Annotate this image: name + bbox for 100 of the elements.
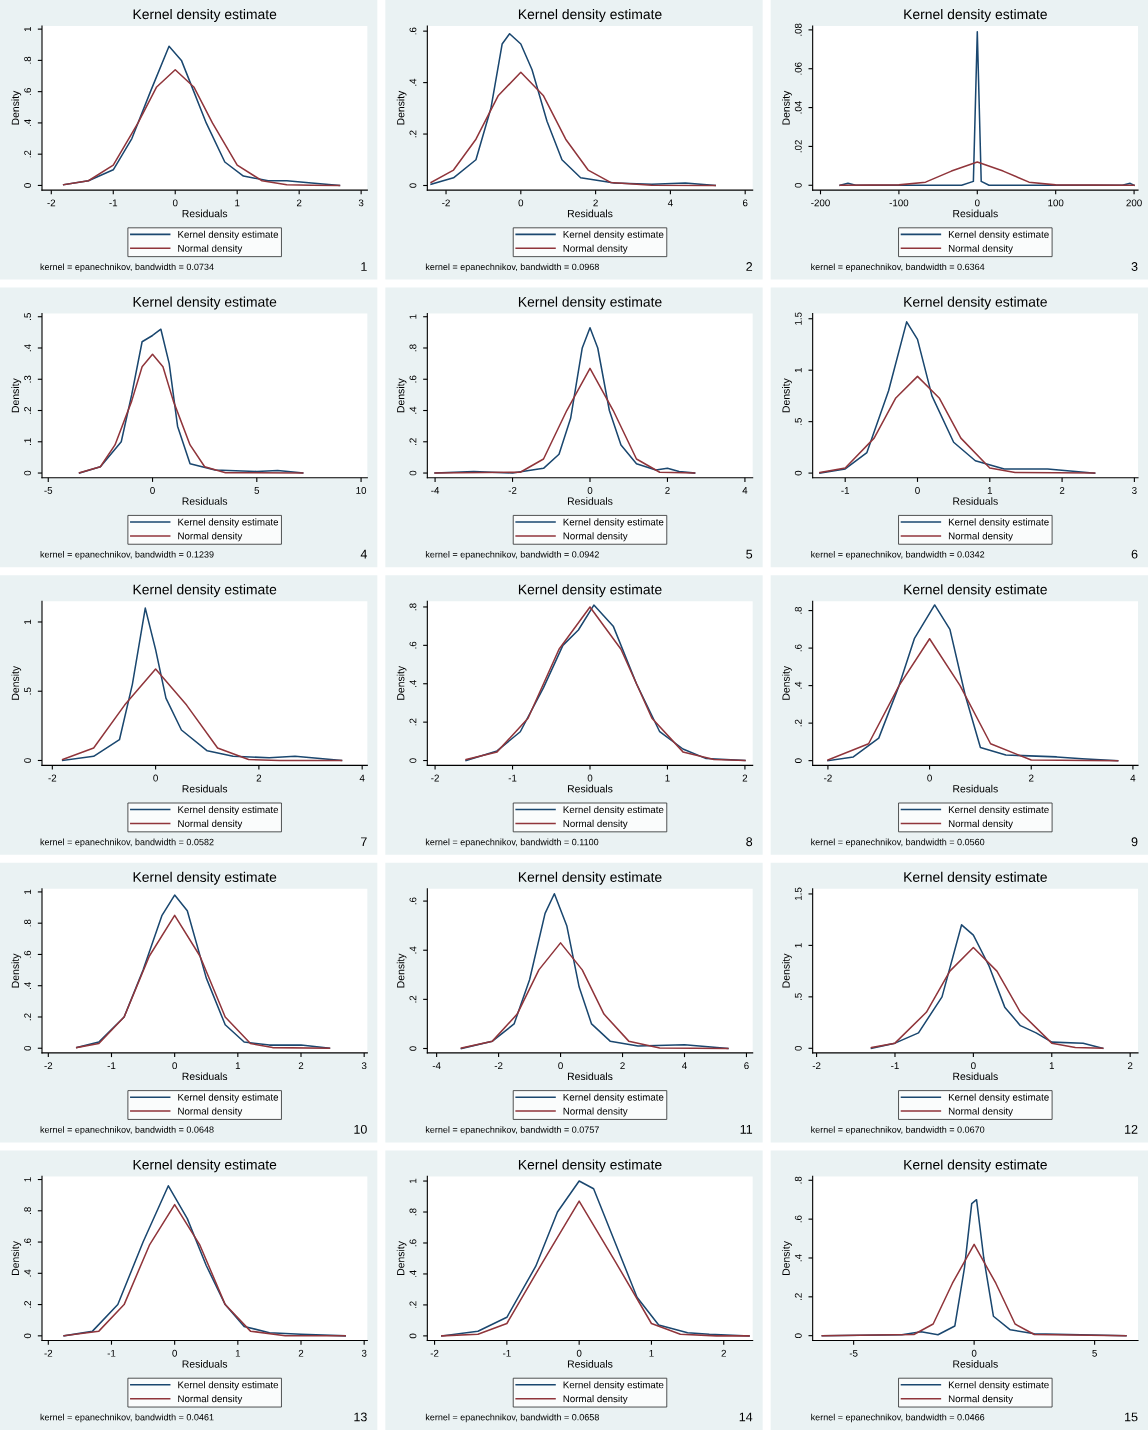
legend-label: Kernel density estimate [563,1093,664,1103]
x-tick-label: 0 [150,487,155,494]
x-tick-label: 2 [620,1062,625,1069]
x-tick-label: -1 [841,487,850,494]
y-tick-label: .02 [794,140,802,153]
y-tick-label: 0 [24,1045,32,1051]
y-tick-label: .8 [794,606,802,614]
legend-label: Kernel density estimate [948,518,1049,528]
y-tick-label: .5 [24,313,32,320]
legend-label: Normal density [178,1107,243,1117]
x-axis-title: Residuals [182,209,228,218]
x-tick-label: 4 [742,487,748,494]
x-tick-label: 1 [235,199,240,207]
text: kernel = epanechnikov, bandwidth = 0.0968 [425,263,599,272]
x-tick-label: 1 [235,1062,241,1069]
y-axis-title: Density [396,665,407,700]
y-tick-label: 1 [24,889,31,894]
x-tick-label: 2 [742,774,748,782]
y-tick-label: .2 [409,1301,417,1309]
x-tick-label: -4 [431,487,440,494]
y-tick-label: 1 [794,943,802,948]
y-tick-label: .8 [24,919,32,927]
y-tick-label: .2 [24,150,31,158]
x-tick-label: -2 [812,1062,821,1069]
x-tick-label: 100 [1048,199,1064,207]
text: kernel = epanechnikov, bandwidth = 0.0734 [40,263,214,272]
x-tick-label: 4 [682,1062,687,1069]
y-tick-label: .2 [409,130,417,138]
x-tick-label: -2 [494,1062,503,1069]
text: kernel = epanechnikov, bandwidth = 0.0648 [40,1126,214,1135]
y-tick-label: .6 [24,950,32,958]
y-tick-label: .6 [24,88,32,95]
legend-label: Kernel density estimate [948,1381,1049,1391]
text: kernel = epanechnikov, bandwidth = 0.0461 [40,1413,214,1423]
y-tick-label: 1 [24,1177,31,1182]
y-axis-title: Density [396,953,407,988]
text: kernel = epanechnikov, bandwidth = 0.0466 [811,1413,985,1423]
x-tick-label: 200 [1126,199,1142,207]
text: 8 [746,837,753,847]
x-tick-label: 2 [1029,774,1034,782]
legend-label: Kernel density estimate [178,1381,279,1391]
text: kernel = epanechnikov, bandwidth = 0.0560 [811,838,985,848]
y-axis-title: Density [782,1241,792,1275]
y-tick-label: .6 [24,1238,32,1246]
x-tick-label: 2 [296,199,302,207]
legend-label: Kernel density estimate [563,230,664,240]
y-tick-label: 1 [794,367,802,373]
y-tick-label: 0 [794,182,802,188]
y-tick-label: 0 [794,758,802,763]
y-tick-label: .4 [409,1270,417,1278]
x-tick-label: 2 [721,1349,726,1357]
y-tick-label: .6 [409,27,417,35]
x-tick-label: -200 [811,199,830,207]
chart-title: Kernel density estimate [133,584,277,598]
x-tick-label: 1 [665,774,670,782]
y-axis-title: Density [11,90,22,125]
x-tick-label: 3 [358,199,364,207]
x-tick-label: 6 [744,1062,749,1070]
y-axis-title: Density [782,90,792,125]
y-tick-label: 0 [409,470,417,476]
text: 15 [1125,1412,1138,1422]
y-tick-label: .04 [794,101,802,114]
legend-label: Normal density [563,532,628,542]
y-tick-label: .6 [794,1215,802,1223]
y-tick-label: .4 [794,1254,802,1262]
y-axis-title: Density [782,665,792,700]
text: kernel = epanechnikov, bandwidth = 0.0658 [425,1413,599,1423]
chart-title: Kernel density estimate [518,1159,662,1173]
x-axis-title: Residuals [567,209,613,218]
legend-label: Kernel density estimate [178,805,279,815]
text: 4 [360,549,367,559]
legend-label: Normal density [178,532,243,542]
chart-title: Kernel density estimate [133,296,277,310]
x-tick-label: -2 [47,199,56,207]
y-tick-label: .2 [24,1301,31,1308]
y-tick-label: .2 [794,719,802,727]
y-tick-label: .08 [794,23,802,36]
x-axis-title: Residuals [953,209,998,218]
text: 5 [746,549,753,559]
text: 11 [740,1125,753,1134]
x-tick-label: -1 [508,774,517,782]
x-tick-label: 6 [742,199,748,207]
x-axis-title: Residuals [953,497,998,505]
text: 2 [746,262,753,271]
y-tick-label: .4 [409,946,417,954]
y-tick-label: .2 [24,406,31,414]
x-tick-label: 0 [974,199,980,207]
x-tick-label: 3 [361,1062,367,1070]
x-tick-label: 0 [927,774,932,782]
y-axis-title: Density [11,1241,22,1275]
chart-title: Kernel density estimate [904,8,1047,22]
x-tick-label: -100 [889,199,909,207]
x-tick-label: 0 [915,487,920,494]
x-tick-label: -2 [44,1062,53,1069]
x-axis-title: Residuals [953,1360,998,1368]
text: 3 [1131,262,1138,271]
chart-title: Kernel density estimate [904,584,1047,598]
y-tick-label: .8 [409,1208,417,1216]
text: 13 [354,1412,367,1422]
x-tick-label: -4 [432,1062,441,1069]
